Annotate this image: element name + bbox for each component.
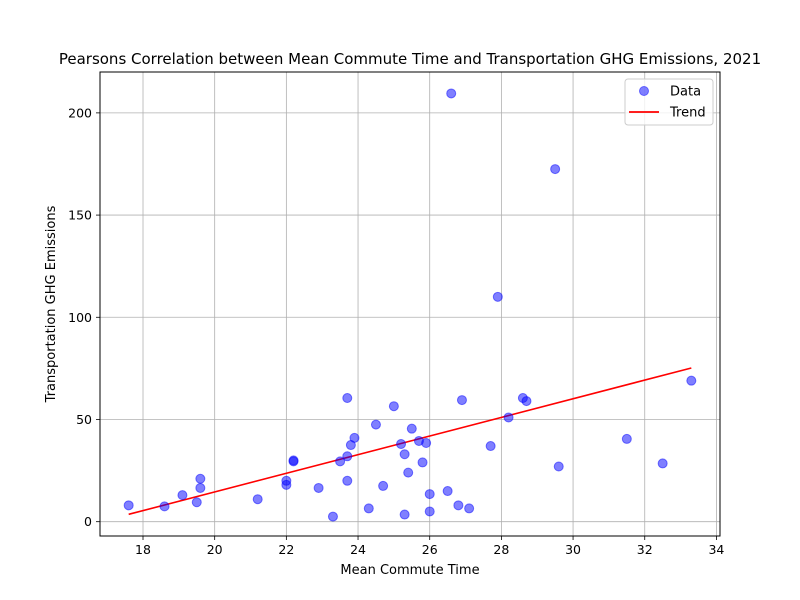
- y-tick-label: 150: [68, 208, 92, 223]
- data-point: [403, 467, 414, 478]
- data-point: [453, 500, 464, 511]
- legend-trend-label: Trend: [669, 106, 706, 121]
- y-tick-label: 50: [76, 412, 92, 427]
- data-point: [464, 503, 475, 514]
- y-axis-label: Transportation GHG Emissions: [44, 205, 59, 403]
- data-point: [442, 486, 453, 497]
- y-axis-ticks: 0 50 100 150 200: [68, 105, 100, 529]
- data-point: [421, 437, 432, 448]
- y-tick-label: 200: [68, 105, 92, 120]
- trend-line: [128, 367, 692, 516]
- data-point: [252, 494, 263, 505]
- data-point: [396, 439, 407, 450]
- legend: Data Trend: [624, 78, 714, 126]
- data-point: [342, 475, 353, 486]
- x-axis-label: Mean Commute Time: [340, 563, 479, 578]
- plot-area-frame: [99, 71, 721, 537]
- data-point: [485, 441, 496, 452]
- data-point: [621, 433, 632, 444]
- data-point: [342, 393, 353, 404]
- data-point: [177, 490, 188, 501]
- data-point: [686, 375, 697, 386]
- data-point: [370, 419, 381, 430]
- data-point: [123, 500, 134, 511]
- x-axis-ticks: 18 20 22 24 26 28 30 32 34: [135, 536, 724, 557]
- legend-data-marker: [639, 86, 649, 96]
- data-point: [342, 451, 353, 462]
- x-tick-label: 20: [207, 542, 223, 557]
- data-point: [349, 432, 360, 443]
- data-point: [456, 395, 467, 406]
- x-tick-label: 30: [565, 542, 581, 557]
- y-tick-label: 0: [84, 514, 92, 529]
- data-point: [313, 482, 324, 493]
- trend-layer: [128, 367, 692, 516]
- data-point: [327, 511, 338, 522]
- legend-data-label: Data: [670, 85, 701, 100]
- x-tick-label: 18: [135, 542, 151, 557]
- data-point: [159, 501, 170, 512]
- grid: [100, 72, 720, 536]
- data-point: [424, 489, 435, 500]
- x-tick-label: 34: [708, 542, 724, 557]
- data-point: [503, 412, 514, 423]
- data-point: [378, 480, 389, 491]
- data-point: [191, 497, 202, 508]
- data-point: [388, 401, 399, 412]
- data-point: [446, 88, 457, 99]
- data-point: [553, 461, 564, 472]
- data-point: [288, 456, 299, 467]
- y-tick-label: 100: [68, 310, 92, 325]
- data-point: [406, 423, 417, 434]
- points-layer: [123, 88, 697, 522]
- data-point: [492, 291, 503, 302]
- data-point: [281, 479, 292, 490]
- x-tick-label: 26: [422, 542, 438, 557]
- chart-title: Pearsons Correlation between Mean Commut…: [59, 50, 761, 68]
- data-point: [657, 458, 668, 469]
- data-point: [550, 164, 561, 175]
- data-point: [424, 506, 435, 517]
- data-point: [399, 509, 410, 520]
- data-point: [363, 503, 374, 514]
- data-point: [399, 449, 410, 460]
- x-tick-label: 22: [278, 542, 294, 557]
- x-tick-label: 32: [637, 542, 653, 557]
- data-point: [335, 456, 346, 467]
- data-point: [195, 482, 206, 493]
- x-tick-label: 24: [350, 542, 366, 557]
- x-tick-label: 28: [493, 542, 509, 557]
- data-point: [417, 457, 428, 468]
- data-point: [195, 473, 206, 484]
- data-point: [521, 396, 532, 407]
